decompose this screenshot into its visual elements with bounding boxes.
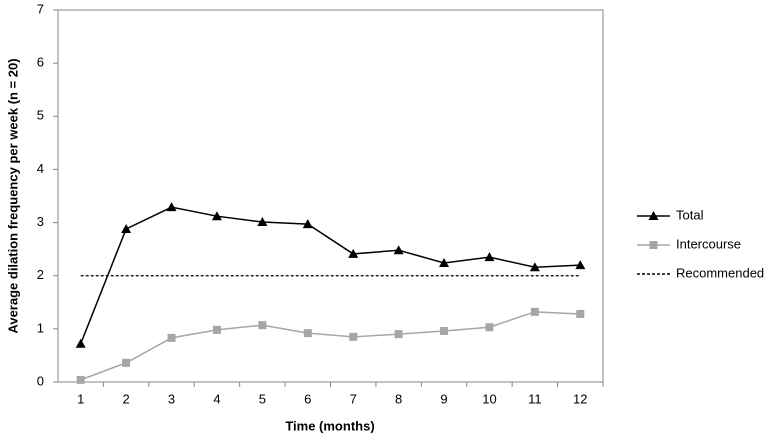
x-tick-label: 9 bbox=[440, 391, 447, 406]
y-axis-title: Average dilation frequency per week (n =… bbox=[5, 58, 20, 333]
point bbox=[166, 202, 177, 212]
y-tick-label: 7 bbox=[37, 1, 44, 16]
point bbox=[258, 321, 267, 330]
point bbox=[530, 307, 539, 316]
point bbox=[393, 245, 404, 255]
x-tick-label: 5 bbox=[259, 391, 266, 406]
point bbox=[76, 375, 85, 384]
legend-marker bbox=[649, 241, 658, 249]
x-tick-label: 1 bbox=[77, 391, 84, 406]
point bbox=[75, 338, 86, 348]
point bbox=[167, 333, 176, 342]
y-tick-label: 6 bbox=[37, 55, 44, 70]
point bbox=[212, 325, 221, 334]
legend-label: Recommended bbox=[676, 265, 764, 280]
point bbox=[394, 330, 403, 339]
point bbox=[211, 211, 222, 221]
x-tick-label: 4 bbox=[213, 391, 220, 406]
point bbox=[303, 329, 312, 338]
y-tick-label: 0 bbox=[37, 373, 44, 388]
point bbox=[484, 252, 495, 262]
x-tick-label: 10 bbox=[482, 391, 496, 406]
x-tick-label: 2 bbox=[123, 391, 130, 406]
point bbox=[439, 257, 450, 267]
y-tick-label: 1 bbox=[37, 320, 44, 335]
point bbox=[576, 309, 585, 318]
y-tick-label: 4 bbox=[37, 161, 44, 176]
x-tick-label: 8 bbox=[395, 391, 402, 406]
legend-marker bbox=[648, 211, 659, 220]
x-tick-label: 12 bbox=[573, 391, 587, 406]
point bbox=[122, 358, 131, 367]
x-tick-label: 6 bbox=[304, 391, 311, 406]
x-tick-label: 11 bbox=[528, 391, 542, 406]
series-line bbox=[80, 311, 581, 381]
point bbox=[348, 248, 359, 258]
point bbox=[575, 260, 586, 270]
point bbox=[121, 223, 132, 233]
x-axis-title: Time (months) bbox=[285, 418, 374, 433]
y-tick-label: 2 bbox=[37, 267, 44, 282]
point bbox=[440, 326, 449, 335]
legend-label: Total bbox=[676, 207, 704, 222]
series-line bbox=[80, 206, 581, 345]
x-tick-label: 7 bbox=[350, 391, 357, 406]
x-tick-label: 3 bbox=[168, 391, 175, 406]
y-tick-label: 5 bbox=[37, 108, 44, 123]
point bbox=[302, 219, 313, 229]
point bbox=[257, 217, 268, 227]
legend-label: Intercourse bbox=[676, 236, 741, 251]
point bbox=[349, 332, 358, 341]
point bbox=[485, 323, 494, 332]
point bbox=[529, 262, 540, 272]
y-tick-label: 3 bbox=[37, 214, 44, 229]
